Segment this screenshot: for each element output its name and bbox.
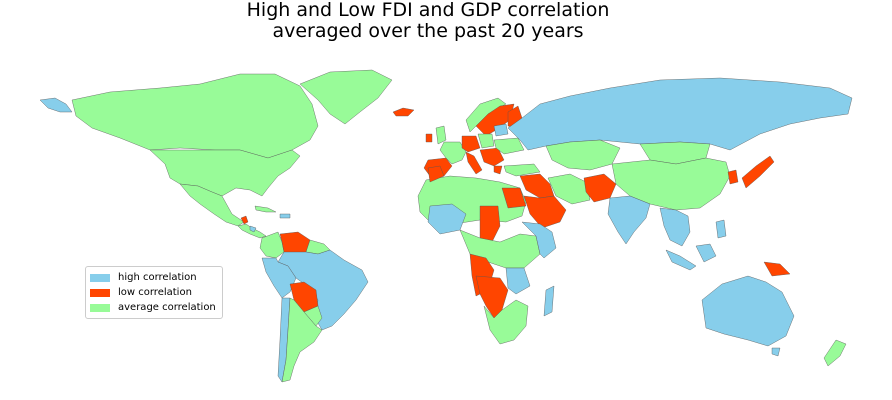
legend-item-average: average correlation [90, 300, 222, 315]
region-hispaniola [279, 213, 291, 219]
region-egypt [501, 187, 527, 209]
map-title-line-1: High and Low FDI and GDP correlation [246, 0, 610, 21]
region-balkans [479, 147, 505, 167]
region-turkey [503, 163, 541, 177]
region-greenland [299, 69, 393, 125]
legend-item-low: low correlation [90, 285, 222, 300]
map-title: High and Low FDI and GDP correlation ave… [0, 0, 856, 42]
region-australia [701, 275, 795, 347]
region-colombia [259, 231, 285, 259]
legend-swatch-average [90, 303, 110, 312]
region-usa [149, 149, 301, 197]
region-poland [477, 133, 495, 149]
region-morocco [427, 165, 445, 183]
region-se-asia [659, 207, 691, 247]
region-mexico [179, 183, 245, 227]
region-borneo [695, 243, 717, 263]
region-madagascar [543, 285, 555, 317]
region-greece [493, 165, 503, 175]
map-title-line-2: averaged over the past 20 years [272, 20, 584, 42]
region-argentina [281, 297, 323, 383]
legend-swatch-high [90, 273, 110, 282]
region-saudi [523, 195, 567, 229]
region-new-guinea [763, 261, 791, 277]
region-philippines [715, 219, 727, 239]
region-iceland [392, 107, 415, 117]
legend-item-high: high correlation [90, 270, 222, 285]
region-east-africa [521, 221, 557, 259]
region-baltics [493, 123, 509, 137]
region-ireland [425, 133, 433, 143]
region-central-america-high [249, 225, 257, 233]
region-iran [547, 173, 591, 205]
legend-swatch-low [90, 288, 110, 297]
legend-label-low: low correlation [118, 287, 192, 298]
region-japan [741, 155, 775, 189]
region-cuba [254, 205, 277, 213]
region-tasmania [771, 347, 781, 357]
region-russia [507, 77, 853, 151]
region-new-zealand [823, 339, 847, 367]
region-southern-africa [483, 299, 529, 345]
region-chad-sudan [479, 205, 501, 243]
region-ukraine [493, 137, 525, 155]
region-uk [435, 125, 447, 145]
region-tanzania [505, 267, 531, 295]
region-sumatra [665, 249, 697, 271]
region-kazakhstan [545, 139, 621, 171]
region-alaska [39, 97, 73, 113]
region-iraq-syria [519, 173, 555, 199]
region-italy [465, 151, 483, 175]
region-france [439, 141, 467, 165]
region-canada [71, 73, 319, 159]
legend: high correlation low correlation average… [85, 266, 223, 319]
region-germany [461, 135, 481, 153]
legend-label-average: average correlation [118, 302, 216, 313]
region-central-america-low [240, 215, 249, 225]
region-korea [727, 169, 739, 185]
legend-label-high: high correlation [118, 272, 197, 283]
region-india [607, 195, 651, 245]
